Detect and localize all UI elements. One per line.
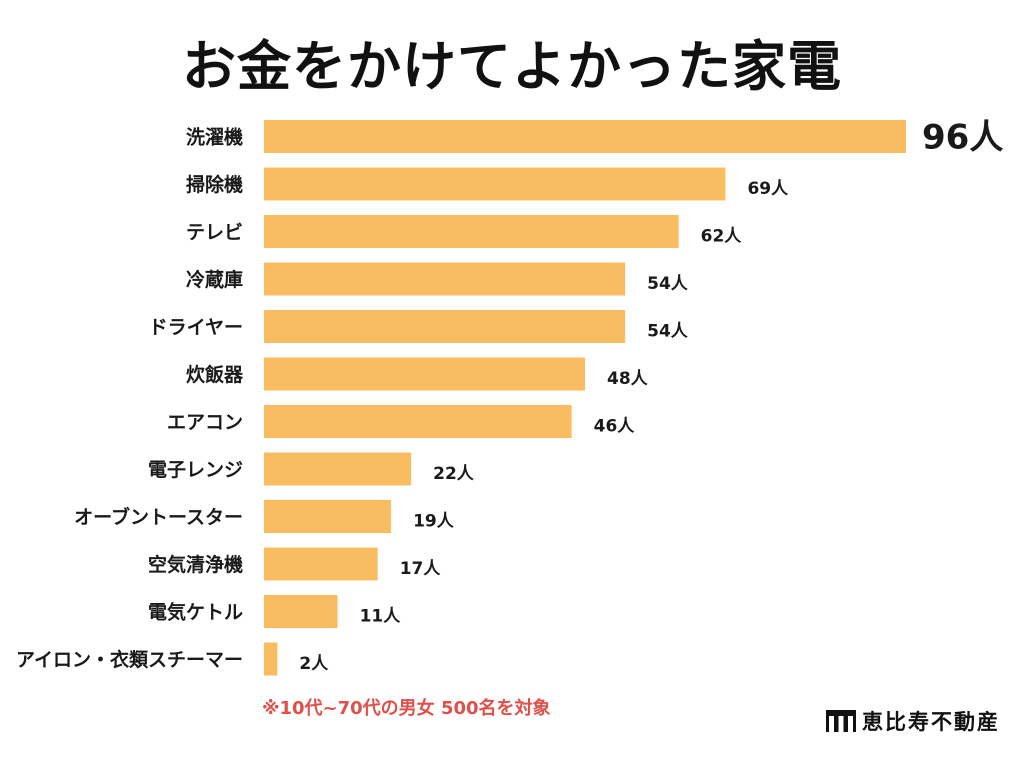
bar	[264, 547, 378, 581]
bar	[264, 167, 726, 201]
footnote: ※10代~70代の男女 500名を対象	[262, 698, 551, 719]
category-label: アイロン・衣類スチーマー	[16, 648, 243, 671]
bar	[264, 357, 585, 391]
bar	[264, 500, 392, 533]
category-label: 掃除機	[186, 173, 243, 196]
category-label: 炊飯器	[186, 363, 244, 386]
value-label: 19人	[413, 512, 455, 532]
category-label: エアコン	[167, 412, 243, 434]
value-label: 48人	[607, 369, 649, 389]
value-label: 46人	[594, 417, 636, 437]
value-label: 2人	[299, 654, 329, 674]
bar	[264, 405, 572, 438]
value-label: 17人	[400, 559, 442, 579]
bar	[264, 215, 679, 248]
bar	[264, 120, 906, 153]
value-label: 54人	[647, 274, 689, 294]
bar	[264, 452, 412, 486]
bar	[264, 595, 338, 628]
category-label: 冷蔵庫	[186, 268, 243, 291]
value-label: 11人	[360, 607, 402, 627]
company-name: 恵比寿不動産	[862, 709, 1000, 734]
value-label: 96人	[922, 118, 1003, 158]
category-label: ドライヤー	[149, 317, 243, 339]
building-columns-icon	[826, 710, 856, 732]
company-logo: 恵比寿不動産	[826, 706, 1000, 736]
category-label: 空気清浄機	[148, 553, 243, 576]
category-label: テレビ	[186, 222, 243, 244]
bar	[264, 262, 626, 296]
value-label: 62人	[701, 227, 743, 247]
value-label: 54人	[647, 322, 689, 342]
value-label: 69人	[747, 179, 789, 199]
bar	[264, 642, 278, 676]
value-label: 22人	[433, 464, 475, 484]
chart-title: お金をかけてよかった家電	[182, 35, 842, 98]
category-label: 電子レンジ	[148, 459, 243, 481]
category-label: オーブントースター	[74, 506, 243, 529]
bar	[264, 310, 626, 343]
category-label: 電気ケトル	[148, 601, 243, 624]
category-label: 洗濯機	[186, 126, 243, 149]
